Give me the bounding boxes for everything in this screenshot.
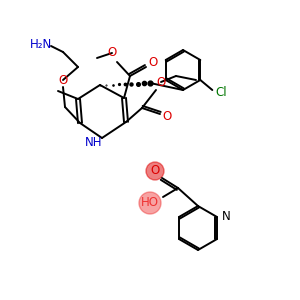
Text: O: O xyxy=(58,74,68,86)
Text: O: O xyxy=(162,110,172,124)
Text: H₂N: H₂N xyxy=(30,38,52,50)
Text: O: O xyxy=(150,164,160,178)
Circle shape xyxy=(146,162,164,180)
Text: Cl: Cl xyxy=(215,85,227,98)
Text: N: N xyxy=(222,209,230,223)
Text: O: O xyxy=(107,46,117,59)
Text: NH: NH xyxy=(85,136,103,149)
Text: O: O xyxy=(156,76,166,88)
Text: HO: HO xyxy=(141,196,159,209)
Text: O: O xyxy=(148,56,158,70)
Circle shape xyxy=(139,192,161,214)
